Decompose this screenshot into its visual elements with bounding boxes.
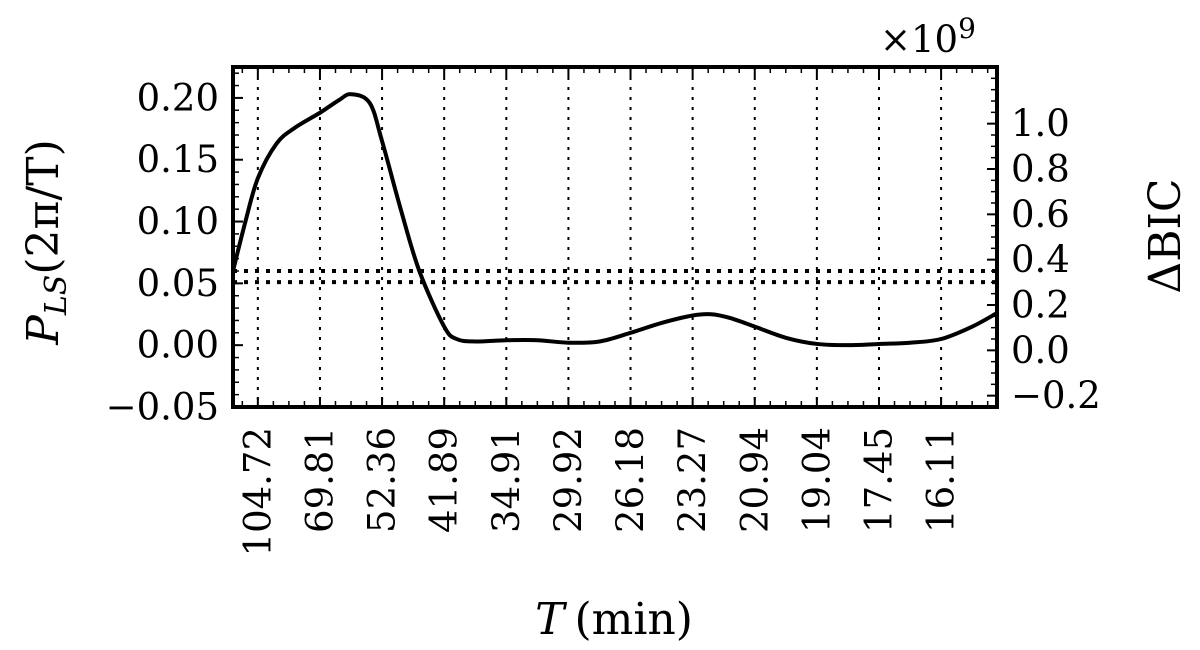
y2-tick-label: −0.2 [1011, 374, 1101, 417]
x-tick-label: 26.18 [609, 427, 652, 533]
y2-tick-label: 0.6 [1011, 193, 1070, 236]
x-tick-label: 69.81 [298, 427, 341, 533]
x-tick-label: 52.36 [361, 427, 404, 533]
y2-tick-label: 0.0 [1011, 329, 1070, 372]
y2-tick-label: 1.0 [1011, 102, 1070, 145]
y-axis-label: PLS(2π/T) [18, 139, 74, 346]
x-tick-label: 19.04 [795, 427, 838, 533]
x-tick-label: 20.94 [733, 427, 776, 533]
y2-tick-label: 0.8 [1011, 148, 1070, 191]
series-layer [233, 92, 997, 348]
x-tick-label: 16.11 [920, 427, 963, 533]
grid-lines [256, 67, 943, 407]
y2-tick-label: 0.2 [1011, 284, 1070, 327]
threshold-lines [233, 269, 997, 285]
series-line [233, 92, 997, 348]
y-tick-label: 0.05 [137, 262, 219, 305]
y2-axis-label: ΔBIC [1140, 178, 1191, 293]
x-tick-label: 34.91 [485, 427, 528, 533]
x-tick-label: 23.27 [671, 427, 714, 533]
x-tick-label: 41.89 [423, 427, 466, 533]
ticks [233, 66, 997, 408]
y2-tick-label: 0.4 [1011, 238, 1070, 281]
plot-frame [231, 65, 999, 409]
y-tick-label: 0.00 [137, 324, 219, 367]
x-tick-label: 17.45 [857, 427, 900, 533]
x-tick-label: 104.72 [236, 427, 279, 556]
y-tick-label: 0.10 [137, 200, 219, 243]
y-tick-label: 0.15 [137, 138, 219, 181]
x-tick-label: 29.92 [547, 427, 590, 533]
y2-offset-text: ×109 [880, 12, 976, 61]
tick-labels: 104.72 69.81 52.36 41.89 34.91 29.92 26.18 23.2… [106, 76, 1101, 556]
x-axis-label: T (min) [535, 594, 693, 645]
y-tick-label: 0.20 [137, 76, 219, 119]
y-tick-label: −0.05 [106, 386, 219, 429]
